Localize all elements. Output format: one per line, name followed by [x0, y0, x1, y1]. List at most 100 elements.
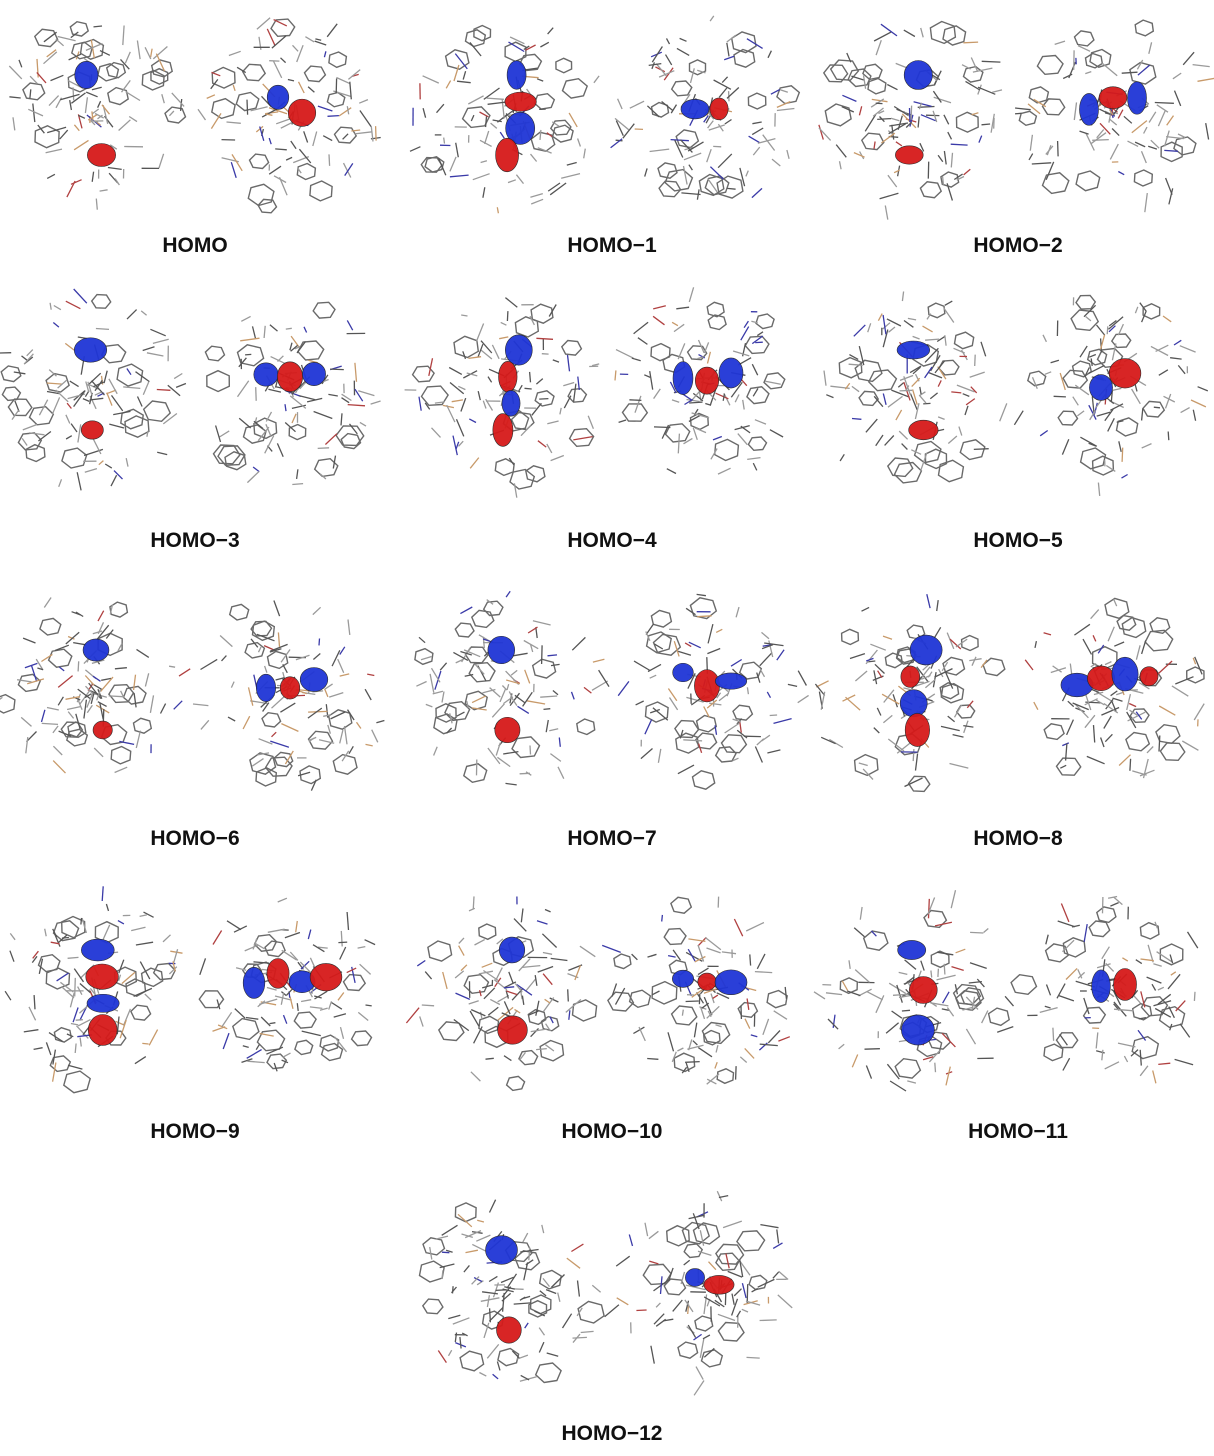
bond [1114, 599, 1117, 606]
bond [1096, 1051, 1105, 1053]
bond [888, 396, 903, 407]
orbital-lobe [499, 361, 518, 392]
bond [651, 1346, 654, 1364]
bond [453, 436, 457, 456]
bond [1015, 108, 1031, 110]
bond [268, 929, 285, 932]
bond [42, 710, 45, 722]
bond [1168, 432, 1169, 441]
bond [314, 412, 333, 419]
bond [1166, 394, 1171, 408]
ring [654, 634, 681, 655]
bond [1166, 178, 1173, 195]
ring [464, 764, 487, 783]
bond [543, 974, 552, 985]
bond [908, 318, 916, 320]
bond [26, 737, 28, 753]
bond [328, 116, 339, 117]
bond [201, 720, 209, 729]
ring [233, 1019, 259, 1040]
bond [354, 132, 372, 134]
bond [480, 990, 482, 996]
bond [1135, 307, 1137, 313]
ring [651, 610, 671, 627]
molecule-top-view [1015, 20, 1214, 212]
bond [489, 1276, 497, 1281]
orbital-label: HOMO−1 [567, 234, 657, 257]
bond [274, 1063, 277, 1071]
bond [947, 183, 952, 200]
bond [947, 633, 954, 649]
ring [49, 649, 72, 667]
bond [938, 155, 943, 162]
bond [661, 1276, 663, 1294]
orbital-lobe [505, 335, 532, 365]
bond [573, 437, 592, 440]
ring [1160, 743, 1184, 760]
molecule-side-view [5, 886, 182, 1092]
bond [54, 306, 61, 310]
bond [672, 322, 678, 325]
bond [366, 744, 373, 746]
bond [1068, 701, 1074, 706]
bond [963, 726, 973, 728]
bond [1136, 645, 1140, 659]
bond [1180, 346, 1196, 352]
bond [722, 77, 727, 83]
bond [1043, 335, 1046, 342]
bond [645, 1223, 648, 1236]
orbital-lobe [1089, 375, 1112, 401]
bond [947, 1008, 953, 1017]
ring [23, 83, 45, 100]
bond [536, 1001, 539, 1016]
bond [458, 386, 465, 389]
ring [1019, 111, 1036, 125]
bond [507, 684, 509, 690]
bond [536, 338, 553, 339]
bond [645, 168, 647, 176]
bond [470, 1011, 479, 1026]
bond [102, 105, 110, 114]
bond [280, 703, 295, 712]
bond [96, 329, 109, 330]
orbital-lobe [715, 970, 747, 995]
bond [877, 708, 881, 716]
bond [629, 400, 641, 401]
bond [281, 650, 290, 663]
bond [816, 681, 828, 687]
bond [119, 120, 131, 131]
orbital-lobe [74, 338, 107, 363]
bond [839, 1044, 845, 1049]
ring [556, 58, 572, 72]
bond [629, 1235, 632, 1246]
bond [1091, 358, 1092, 366]
bond [449, 1350, 452, 1356]
bond [779, 1271, 789, 1279]
ring [745, 336, 769, 353]
bond [174, 701, 183, 710]
bond [773, 1272, 779, 1278]
bond [1195, 657, 1202, 675]
bond [174, 374, 182, 379]
ring [472, 610, 494, 627]
orbital-lobe [704, 1275, 734, 1294]
bond [678, 434, 679, 454]
orbital-lobe [75, 61, 98, 88]
ring [70, 22, 88, 36]
bond [952, 967, 964, 971]
bond [137, 41, 140, 60]
bond [578, 139, 581, 147]
bond [619, 420, 627, 422]
bond [367, 674, 374, 675]
ring [614, 954, 631, 969]
bond [1145, 193, 1148, 212]
bond [1122, 958, 1127, 961]
bond [85, 469, 97, 473]
bond [886, 1023, 899, 1034]
bond [530, 194, 542, 198]
bond [1040, 431, 1048, 436]
bond [347, 106, 348, 114]
bond [1128, 141, 1139, 146]
bond [503, 697, 512, 704]
bond [28, 109, 43, 116]
